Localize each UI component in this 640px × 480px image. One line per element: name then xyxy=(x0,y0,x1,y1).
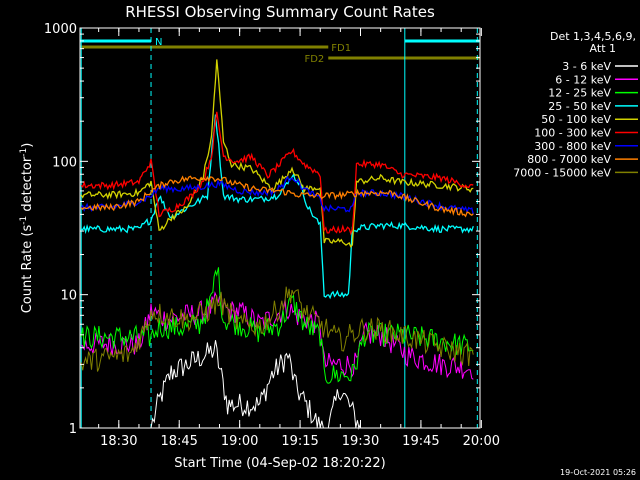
legend-header: Det 1,3,4,5,6,9, xyxy=(550,30,636,43)
x-tick-label: 18:45 xyxy=(160,434,197,449)
y-tick-label: 10 xyxy=(60,289,77,304)
legend-label: 800 - 7000 keV xyxy=(527,153,611,166)
legend-header: Att 1 xyxy=(590,42,616,55)
legend-label: 12 - 25 keV xyxy=(548,87,611,100)
legend-label: 6 - 12 keV xyxy=(555,73,611,86)
x-tick-label: 19:30 xyxy=(342,434,379,449)
legend-label: 25 - 50 keV xyxy=(548,100,611,113)
series-line xyxy=(80,111,474,236)
flag-label: N xyxy=(155,37,162,48)
y-axis-label: Count Rate (s-1 detector-1) xyxy=(19,143,35,314)
series-line xyxy=(80,267,474,384)
flag-label: FD2 xyxy=(304,54,324,65)
data-series xyxy=(80,59,474,430)
x-tick-label: 19:15 xyxy=(281,434,318,449)
chart-title: RHESSI Observing Summary Count Rates xyxy=(125,3,435,21)
series-line xyxy=(80,114,474,300)
y-tick-label: 1000 xyxy=(44,22,77,37)
x-tick-label: 20:00 xyxy=(463,434,500,449)
legend-label: 7000 - 15000 keV xyxy=(513,166,611,179)
series-line xyxy=(80,286,474,372)
y-axis: 1 10 100 1000 xyxy=(44,22,480,437)
legend-label: 50 - 100 keV xyxy=(541,113,611,126)
legend-label: 3 - 6 keV xyxy=(562,60,611,73)
legend-label: 100 - 300 keV xyxy=(534,127,611,140)
generation-timestamp: 19-Oct-2021 05:26 xyxy=(560,468,636,477)
attenuator-flags: N FD1 FD2 xyxy=(80,37,480,65)
y-tick-label: 1 xyxy=(69,422,77,437)
series-line xyxy=(80,59,474,249)
legend-label: 300 - 800 keV xyxy=(534,140,611,153)
x-tick-label: 19:00 xyxy=(221,434,258,449)
spacecraft-event-lines xyxy=(80,28,478,428)
x-tick-label: 18:30 xyxy=(100,434,137,449)
x-tick-label: 19:45 xyxy=(402,434,439,449)
x-axis-label: Start Time (04-Sep-02 18:20:22) xyxy=(174,456,385,471)
series-line xyxy=(80,175,474,218)
y-tick-label: 100 xyxy=(52,155,77,170)
flag-label: FD1 xyxy=(331,43,351,54)
x-axis: 18:30 18:45 19:00 19:15 19:30 19:45 20:00 xyxy=(98,28,500,449)
